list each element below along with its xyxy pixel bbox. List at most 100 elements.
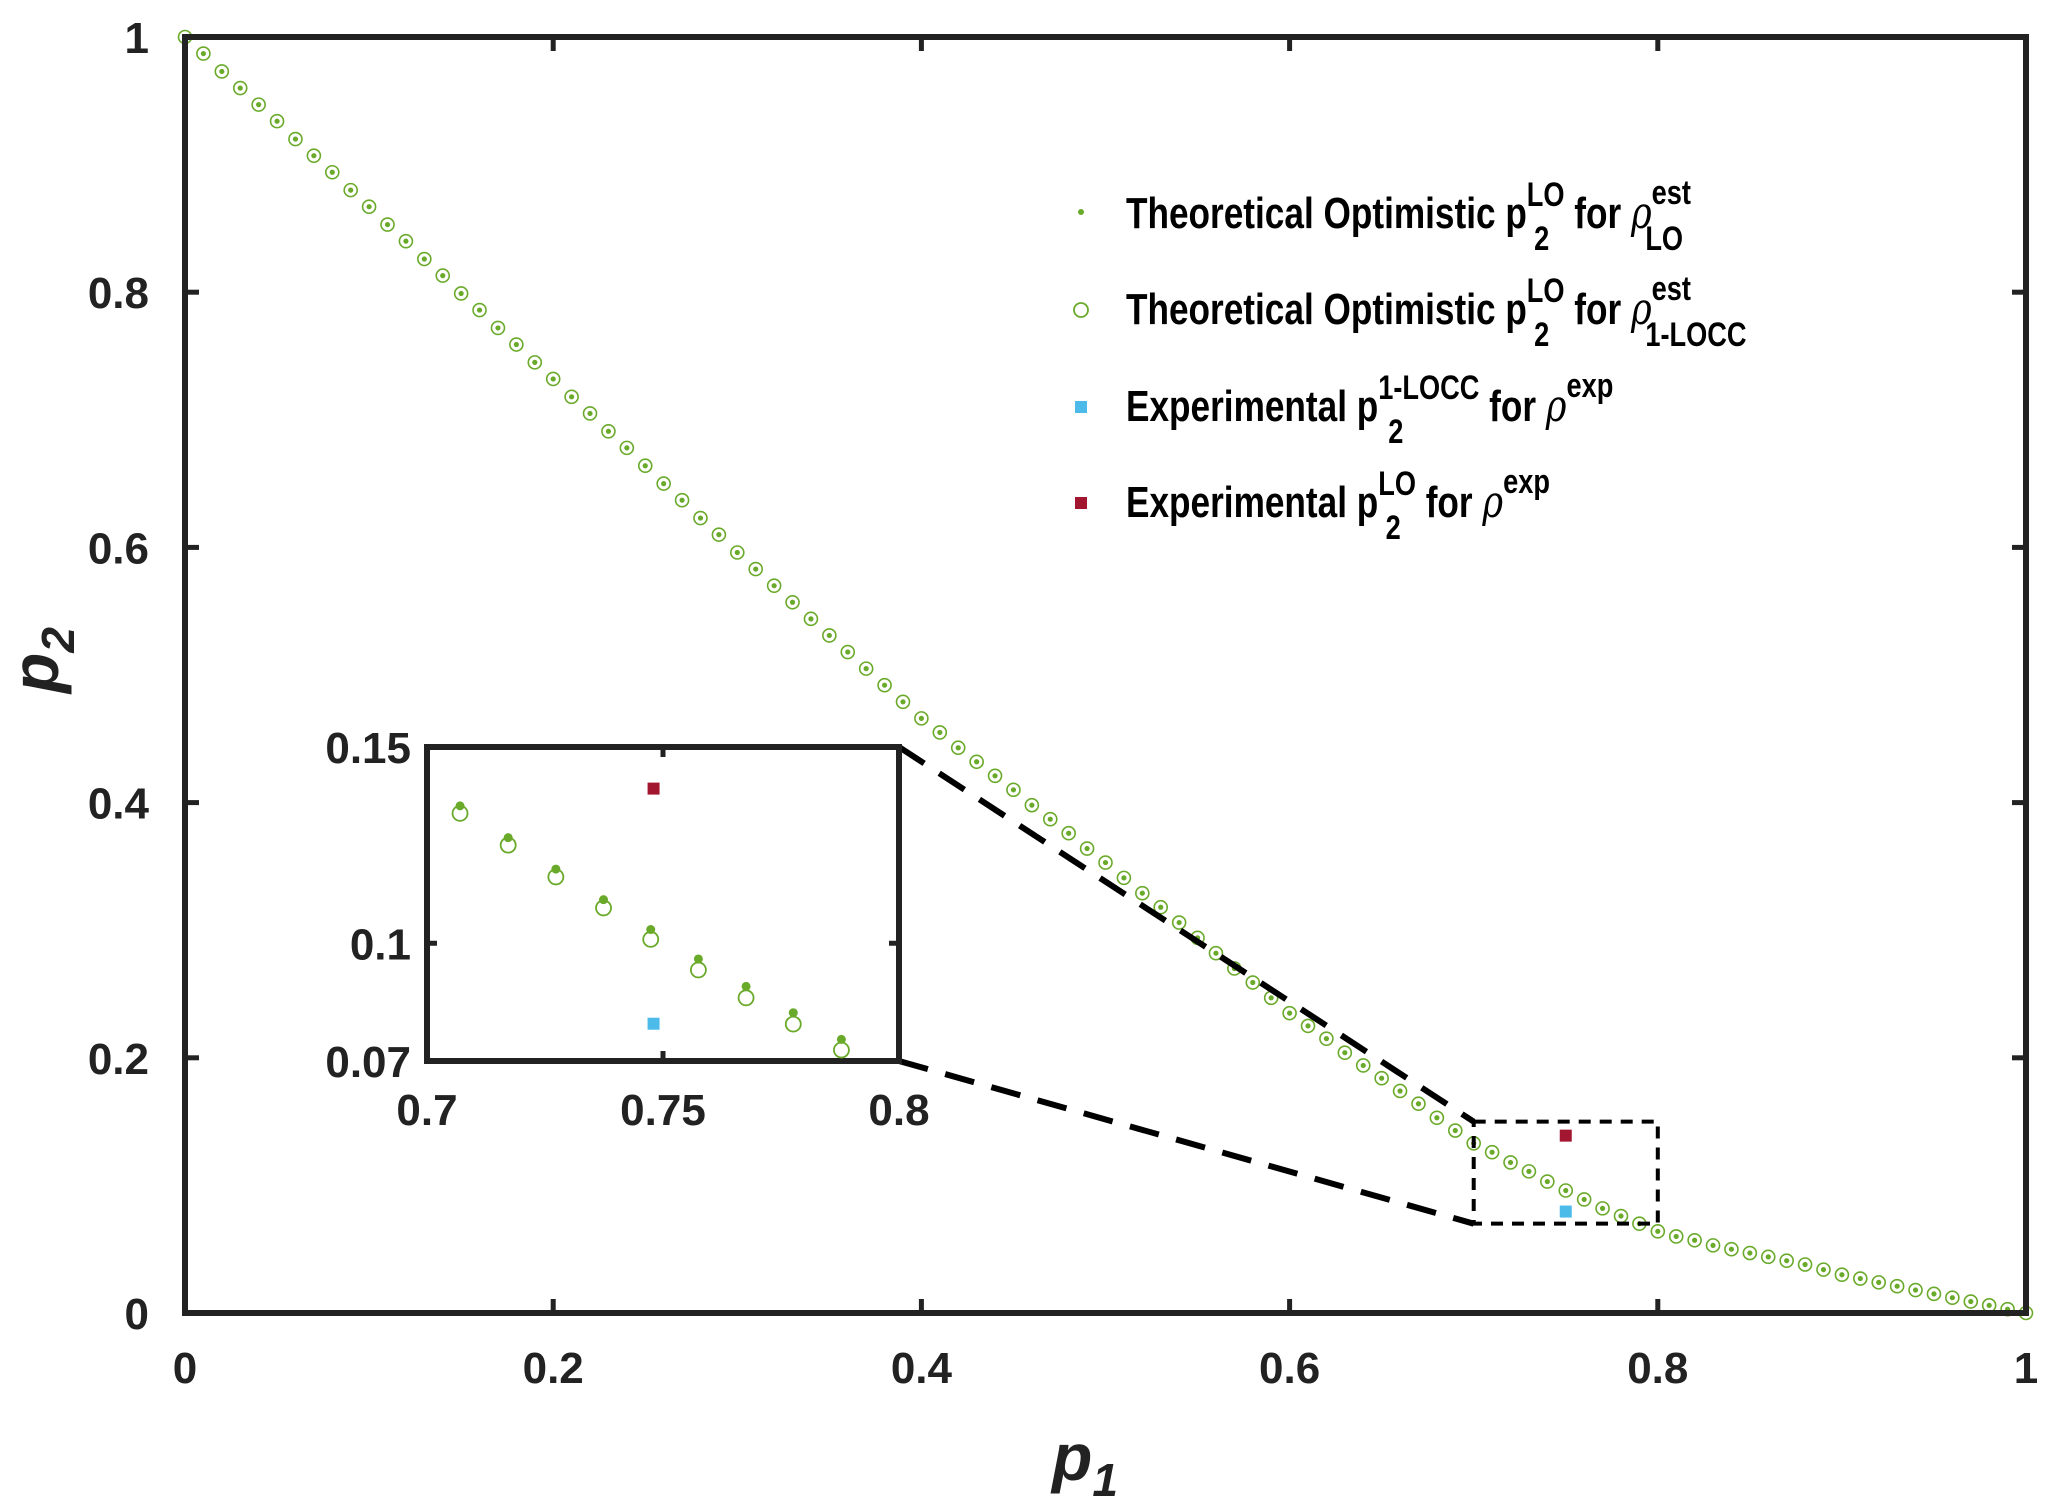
open-circle-point <box>251 97 266 112</box>
open-circle-point <box>1945 1290 1960 1305</box>
open-circle-point <box>1079 841 1095 856</box>
open-circle-point <box>822 628 837 643</box>
inset-dot-point <box>551 864 561 874</box>
open-circle-point <box>453 286 469 301</box>
dot-point <box>550 376 556 382</box>
open-circle-point <box>1042 811 1058 827</box>
dot-point <box>1379 1075 1385 1081</box>
dot-point <box>476 307 483 313</box>
open-circle-point <box>582 406 598 421</box>
legend-label: Theoretical Optimistic pLO 2 for ρest LO <box>1126 173 1691 258</box>
dot-point <box>1747 1250 1753 1256</box>
inset-dot-point <box>788 1008 798 1018</box>
dot-point <box>348 187 354 193</box>
inset-red-point <box>647 782 660 795</box>
open-circle-point <box>656 476 671 491</box>
axes-frame <box>182 34 2029 1316</box>
dot-point <box>1323 1036 1330 1042</box>
dot-point <box>1894 1283 1900 1289</box>
open-circle-point <box>1816 1262 1831 1277</box>
dot-point <box>863 666 869 672</box>
inset-y-tick-label: 0.1 <box>350 920 411 969</box>
open-circle-point <box>1558 1183 1574 1198</box>
open-circle-point <box>1926 1286 1942 1302</box>
inset-x-tick-label: 0.7 <box>396 1086 457 1135</box>
open-circle-point <box>196 46 211 61</box>
dot-point <box>1618 1213 1624 1219</box>
open-circle-point <box>932 725 948 740</box>
dot-point <box>1839 1272 1845 1278</box>
inset-dot-point <box>599 895 609 905</box>
dot-point <box>826 632 832 639</box>
open-circle-point <box>398 233 414 249</box>
x-tick-label: 1 <box>2014 1344 2038 1393</box>
dot-point <box>1581 1196 1587 1203</box>
dot-point <box>1563 1187 1569 1194</box>
dot-point <box>1857 1275 1863 1282</box>
open-circle-point <box>748 561 764 577</box>
inset-dot-point <box>836 1034 846 1044</box>
dot-point <box>219 68 225 75</box>
y-axis-label: p2 <box>0 627 84 695</box>
legend-blue-square-marker <box>1075 401 1087 413</box>
open-circle-point <box>1889 1278 1905 1294</box>
dot-point <box>1047 816 1053 822</box>
legend-entry: Experimental pLO 2 for ρexp <box>1126 462 1550 547</box>
open-circle-point <box>1337 1045 1353 1060</box>
inset-y-tick-label: 0.07 <box>325 1038 411 1087</box>
dot-point <box>513 341 519 348</box>
dot-point <box>679 497 685 503</box>
dot-point <box>1102 859 1109 866</box>
legend-label: Theoretical Optimistic pLO 2 for ρest 1-LO… <box>1126 269 1747 354</box>
open-circle-point <box>288 131 303 147</box>
open-circle-point <box>785 594 800 610</box>
dot-point <box>1250 979 1256 986</box>
dot-point <box>458 290 464 297</box>
dot-point <box>274 118 280 124</box>
dot-point <box>1544 1178 1550 1185</box>
y-tick-label: 0.2 <box>88 1035 149 1084</box>
open-circle-point <box>1576 1192 1592 1207</box>
open-circle-point <box>987 768 1003 784</box>
open-circle-point <box>1521 1164 1537 1179</box>
dot-point <box>329 169 335 175</box>
open-circle-point <box>1355 1058 1371 1073</box>
legend-red-square-marker <box>1075 497 1087 509</box>
open-circle-point <box>858 661 874 676</box>
dot-point <box>384 221 391 228</box>
open-circle-point <box>840 644 856 660</box>
open-circle-point <box>435 268 451 283</box>
dot-point <box>1820 1267 1827 1273</box>
dot-point <box>881 682 888 688</box>
dot-point <box>845 649 851 655</box>
open-circle-point <box>1779 1253 1794 1268</box>
dot-point <box>1084 845 1090 852</box>
inset-x-tick-label: 0.8 <box>868 1086 929 1135</box>
inset-dot-point <box>741 981 751 991</box>
dot-point <box>642 463 648 469</box>
open-circle-point <box>1871 1275 1887 1290</box>
dot-point <box>200 50 207 57</box>
dot-point <box>624 445 630 451</box>
zoom-connector-bottom <box>898 1058 1475 1227</box>
dot-point <box>495 325 501 331</box>
dot-point <box>1415 1101 1422 1107</box>
dot-point <box>605 428 612 434</box>
open-circle-point <box>1853 1271 1868 1286</box>
open-circle-point <box>1447 1123 1463 1138</box>
x-tick-label: 0.8 <box>1627 1344 1688 1393</box>
dot-point <box>1507 1159 1514 1166</box>
dot-point <box>1176 919 1182 926</box>
y-tick-label: 0.6 <box>88 524 149 573</box>
open-circle-point <box>601 423 616 439</box>
open-circle-point <box>380 217 395 232</box>
open-circle-point <box>1705 1238 1721 1253</box>
open-circle-point <box>969 754 984 770</box>
dot-point <box>1010 787 1017 793</box>
open-circle-point <box>490 320 506 336</box>
dot-point <box>1876 1279 1882 1285</box>
dot-point <box>1931 1291 1937 1297</box>
dot-point <box>569 394 575 400</box>
open-circle-point <box>1024 797 1040 813</box>
open-circle-point <box>472 302 487 318</box>
